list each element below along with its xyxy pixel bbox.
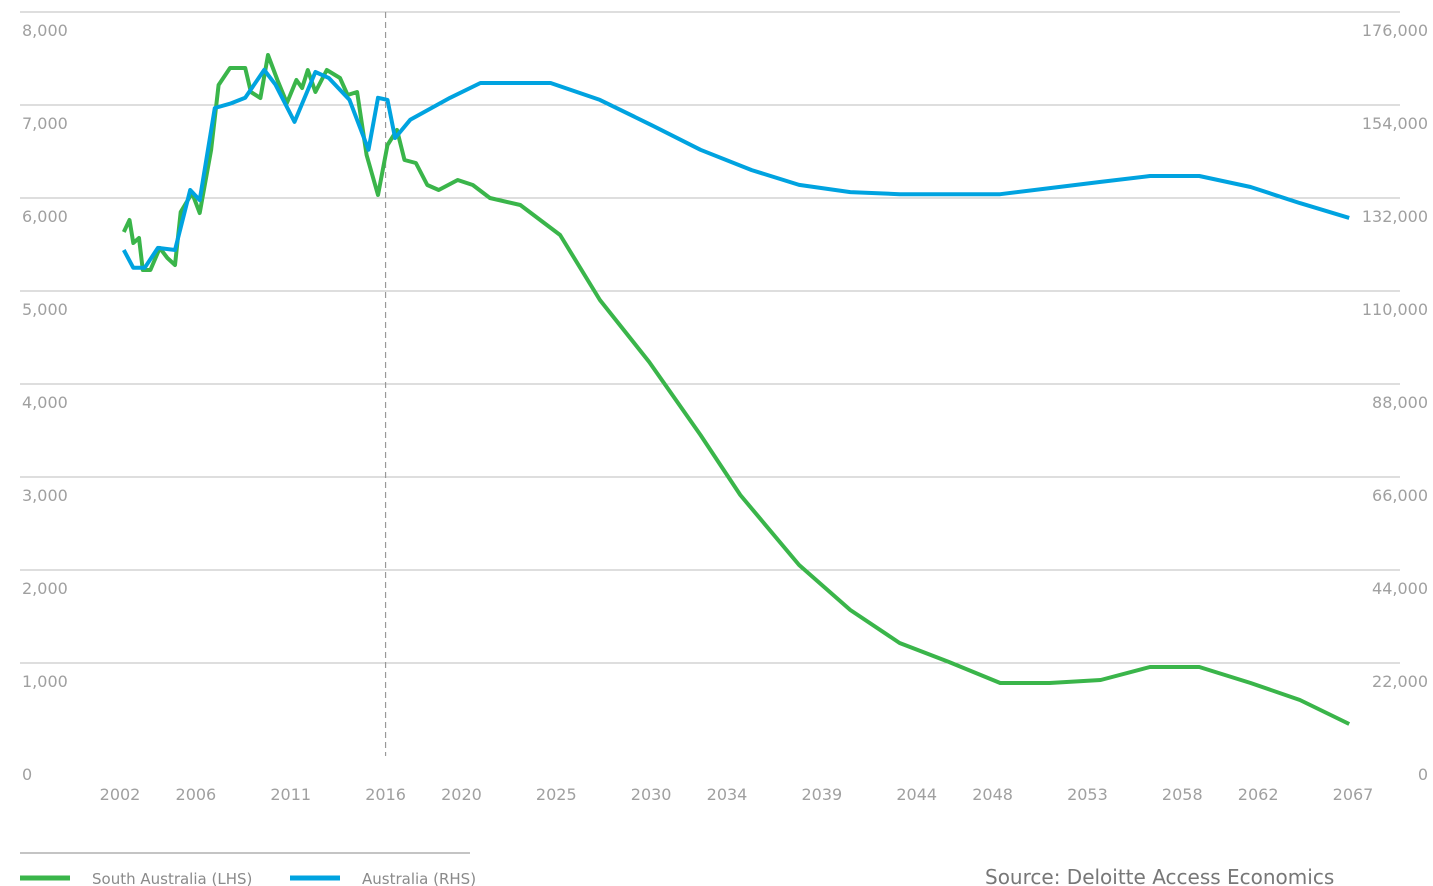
x-tick-label: 2006 <box>176 785 217 804</box>
x-tick-label: 2002 <box>100 785 141 804</box>
y-tick-label: 5,000 <box>22 300 68 319</box>
series-line <box>122 67 1350 270</box>
y2-tick-label: 176,000 <box>1362 21 1428 40</box>
x-tick-label: 2034 <box>707 785 748 804</box>
x-tick-label: 2016 <box>365 785 406 804</box>
x-tick-label: 2058 <box>1162 785 1203 804</box>
y2-tick-label: 22,000 <box>1372 672 1428 691</box>
x-tick-label: 2025 <box>536 785 577 804</box>
y2-tick-label: 110,000 <box>1362 300 1428 319</box>
x-tick-label: 2062 <box>1238 785 1279 804</box>
x-tick-label: 2067 <box>1333 785 1374 804</box>
source-note: Source: Deloitte Access Economics <box>985 865 1334 886</box>
series-line <box>121 53 1351 726</box>
legend-label: South Australia (LHS) <box>92 870 252 886</box>
y-tick-label: 1,000 <box>22 672 68 691</box>
y-tick-label: 0 <box>22 765 32 784</box>
x-tick-label: 2048 <box>972 785 1013 804</box>
y-tick-label: 3,000 <box>22 486 68 505</box>
y-tick-label: 4,000 <box>22 393 68 412</box>
legend-label: Australia (RHS) <box>362 870 476 886</box>
y2-tick-label: 132,000 <box>1362 207 1428 226</box>
y2-tick-label: 44,000 <box>1372 579 1428 598</box>
y2-tick-label: 154,000 <box>1362 114 1428 133</box>
x-tick-label: 2020 <box>441 785 482 804</box>
y-tick-label: 2,000 <box>22 579 68 598</box>
y-tick-label: 6,000 <box>22 207 68 226</box>
x-tick-label: 2044 <box>896 785 937 804</box>
y2-tick-label: 88,000 <box>1372 393 1428 412</box>
y-tick-label: 7,000 <box>22 114 68 133</box>
y2-tick-label: 0 <box>1418 765 1428 784</box>
x-tick-label: 2030 <box>631 785 672 804</box>
x-tick-label: 2053 <box>1067 785 1108 804</box>
x-tick-label: 2039 <box>802 785 843 804</box>
y-tick-label: 8,000 <box>22 21 68 40</box>
x-tick-label: 2011 <box>270 785 311 804</box>
y2-tick-label: 66,000 <box>1372 486 1428 505</box>
